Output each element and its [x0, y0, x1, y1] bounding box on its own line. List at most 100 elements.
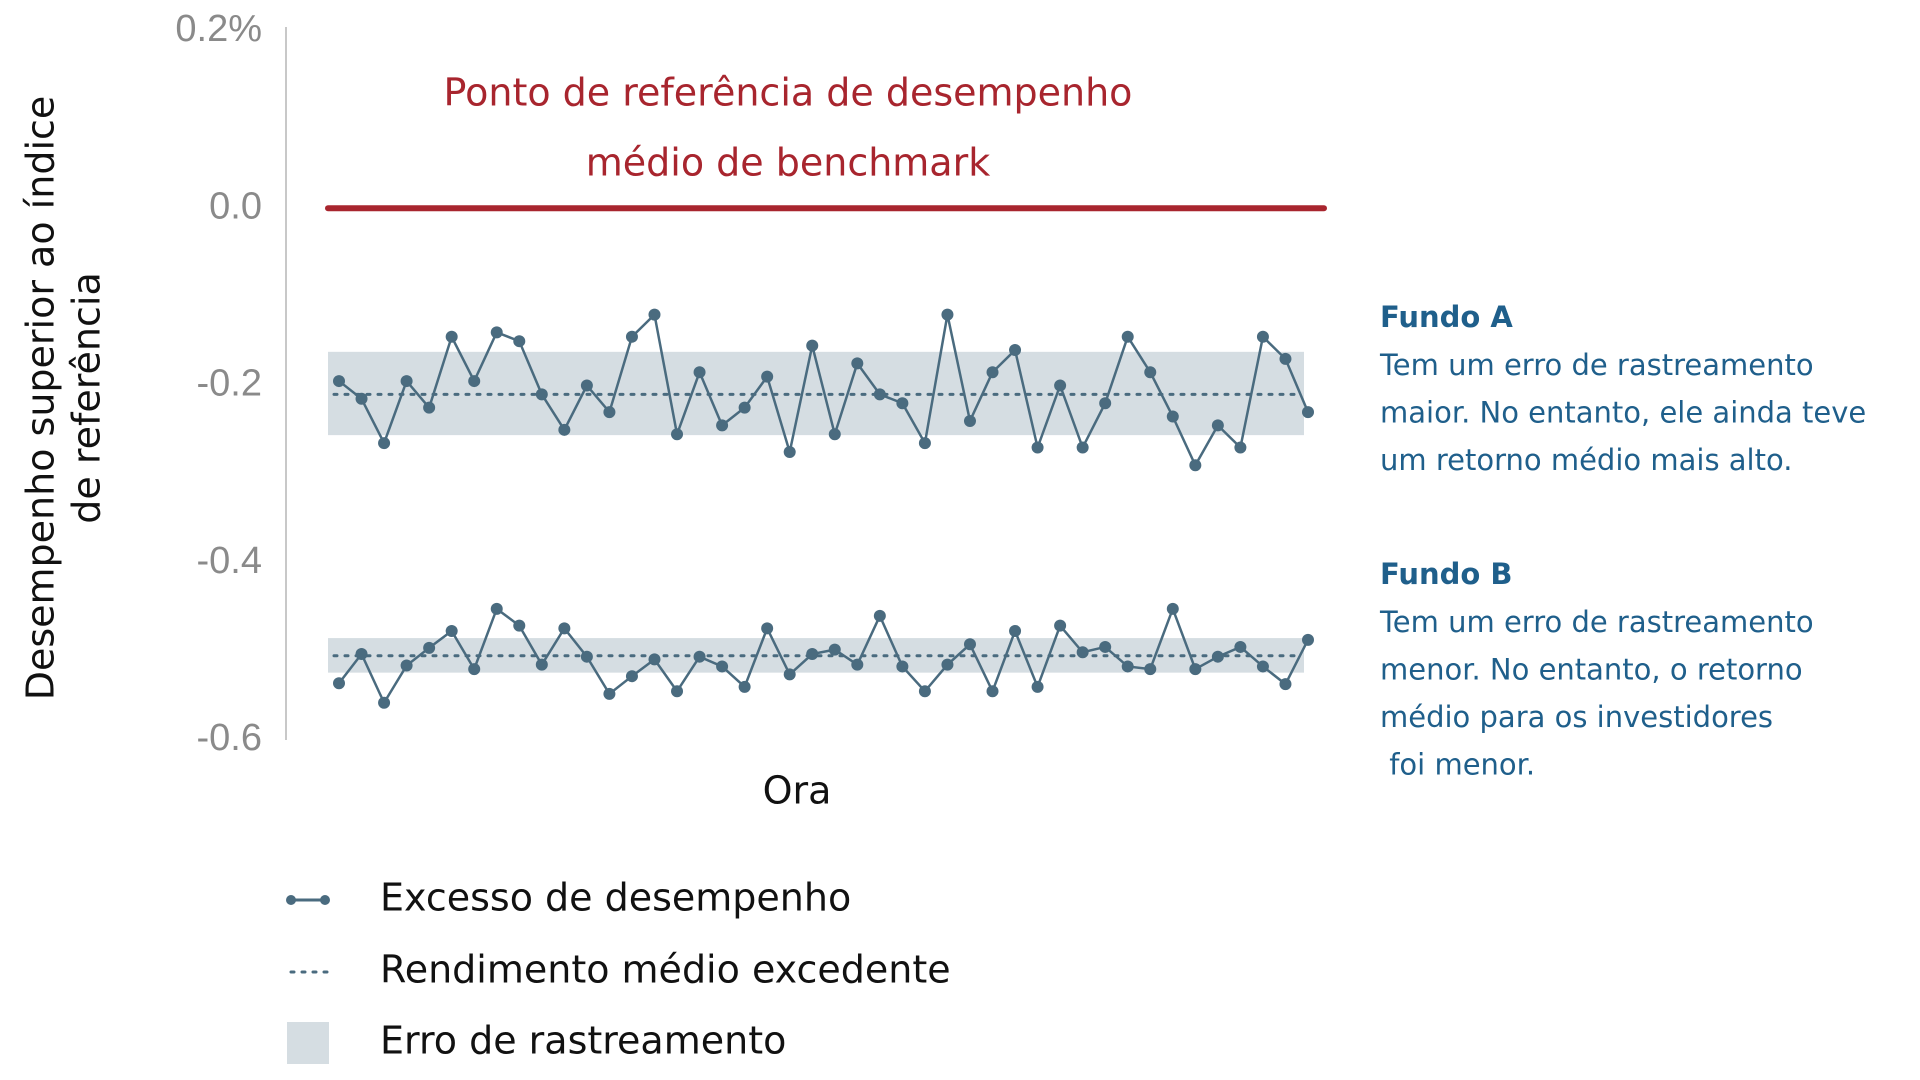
legend-point-marker — [286, 895, 296, 905]
data-point — [1054, 379, 1067, 392]
reference-label: médio de benchmark — [586, 141, 990, 185]
data-point — [738, 680, 751, 693]
data-point — [1009, 624, 1022, 637]
data-point — [468, 375, 481, 388]
data-point — [1076, 441, 1089, 454]
data-point — [941, 308, 954, 321]
data-point — [671, 685, 684, 698]
data-point — [738, 401, 751, 414]
data-point — [986, 685, 999, 698]
data-point — [873, 388, 886, 401]
data-point — [603, 406, 616, 419]
annotation-text: um retorno médio mais alto. — [1380, 443, 1792, 477]
data-point — [851, 658, 864, 671]
data-point — [1166, 602, 1179, 615]
data-point — [1189, 459, 1202, 472]
data-point — [1279, 352, 1292, 365]
data-point — [378, 437, 391, 450]
data-point — [1031, 441, 1044, 454]
x-axis-label: Ora — [763, 769, 832, 813]
data-point — [918, 437, 931, 450]
annotation-title: Fundo A — [1380, 300, 1513, 334]
y-tick-label: -0.2 — [197, 363, 262, 405]
data-point — [693, 366, 706, 379]
data-point — [1144, 366, 1157, 379]
data-point — [1121, 660, 1134, 673]
data-point — [513, 335, 526, 348]
data-point — [468, 663, 481, 676]
data-point — [355, 648, 368, 661]
annotation-text: foi menor. — [1380, 748, 1535, 782]
data-point — [513, 619, 526, 632]
data-point — [716, 419, 729, 432]
data-point — [716, 660, 729, 673]
data-point — [828, 428, 841, 441]
data-point — [1302, 633, 1314, 646]
data-point — [1211, 419, 1224, 432]
data-point — [806, 339, 819, 352]
data-point — [1099, 397, 1112, 410]
data-point — [896, 397, 909, 410]
data-point — [378, 696, 391, 709]
data-point — [445, 330, 458, 343]
data-point — [986, 366, 999, 379]
y-tick-label: -0.6 — [197, 717, 262, 759]
data-point — [1054, 619, 1067, 632]
data-point — [1256, 660, 1269, 673]
data-point — [648, 308, 661, 321]
data-point — [1211, 650, 1224, 663]
data-point — [896, 660, 909, 673]
annotation-text: menor. No entanto, o retorno — [1380, 653, 1803, 687]
data-point — [1166, 410, 1179, 423]
legend-label: Erro de rastreamento — [380, 1019, 786, 1063]
data-point — [1099, 640, 1112, 653]
data-point — [1031, 680, 1044, 693]
legend-band-marker — [287, 1022, 329, 1064]
data-point — [535, 388, 548, 401]
data-point — [535, 658, 548, 671]
y-tick-label: 0.0 — [209, 185, 262, 227]
data-point — [918, 685, 931, 698]
data-point — [558, 423, 571, 436]
data-point — [1234, 640, 1247, 653]
data-point — [490, 602, 503, 615]
data-point — [671, 428, 684, 441]
y-tick-label: 0.2% — [175, 8, 262, 50]
data-point — [1302, 406, 1314, 419]
data-point — [963, 638, 976, 651]
data-point — [761, 622, 774, 635]
data-point — [625, 330, 638, 343]
y-axis-label-line: de referência — [65, 272, 109, 524]
data-point — [333, 677, 345, 690]
data-point — [423, 401, 436, 414]
data-point — [603, 687, 616, 700]
data-point — [1009, 344, 1022, 357]
data-point — [333, 375, 345, 388]
data-point — [783, 668, 796, 681]
data-point — [423, 641, 436, 654]
data-point — [400, 375, 413, 388]
data-point — [1121, 330, 1134, 343]
reference-label: Ponto de referência de desempenho — [444, 71, 1133, 115]
data-point — [941, 658, 954, 671]
data-point — [873, 609, 886, 622]
annotation-text: Tem um erro de rastreamento — [1379, 605, 1814, 639]
y-axis-label: Desempenho superior ao índice de referên… — [19, 96, 109, 701]
annotation-text: maior. No entanto, ele ainda teve — [1380, 396, 1866, 430]
data-point — [828, 643, 841, 656]
data-point — [400, 659, 413, 672]
data-point — [783, 445, 796, 458]
data-point — [1076, 646, 1089, 659]
legend-point-marker — [320, 895, 330, 905]
legend-label: Rendimento médio excedente — [380, 948, 951, 992]
data-point — [648, 653, 661, 666]
data-point — [445, 624, 458, 637]
annotation-text: Tem um erro de rastreamento — [1379, 348, 1814, 382]
data-point — [1256, 330, 1269, 343]
y-axis-label-line: Desempenho superior ao índice — [19, 96, 63, 701]
data-point — [963, 414, 976, 427]
data-point — [580, 379, 593, 392]
data-point — [558, 622, 571, 635]
legend-label: Excesso de desempenho — [380, 876, 851, 920]
